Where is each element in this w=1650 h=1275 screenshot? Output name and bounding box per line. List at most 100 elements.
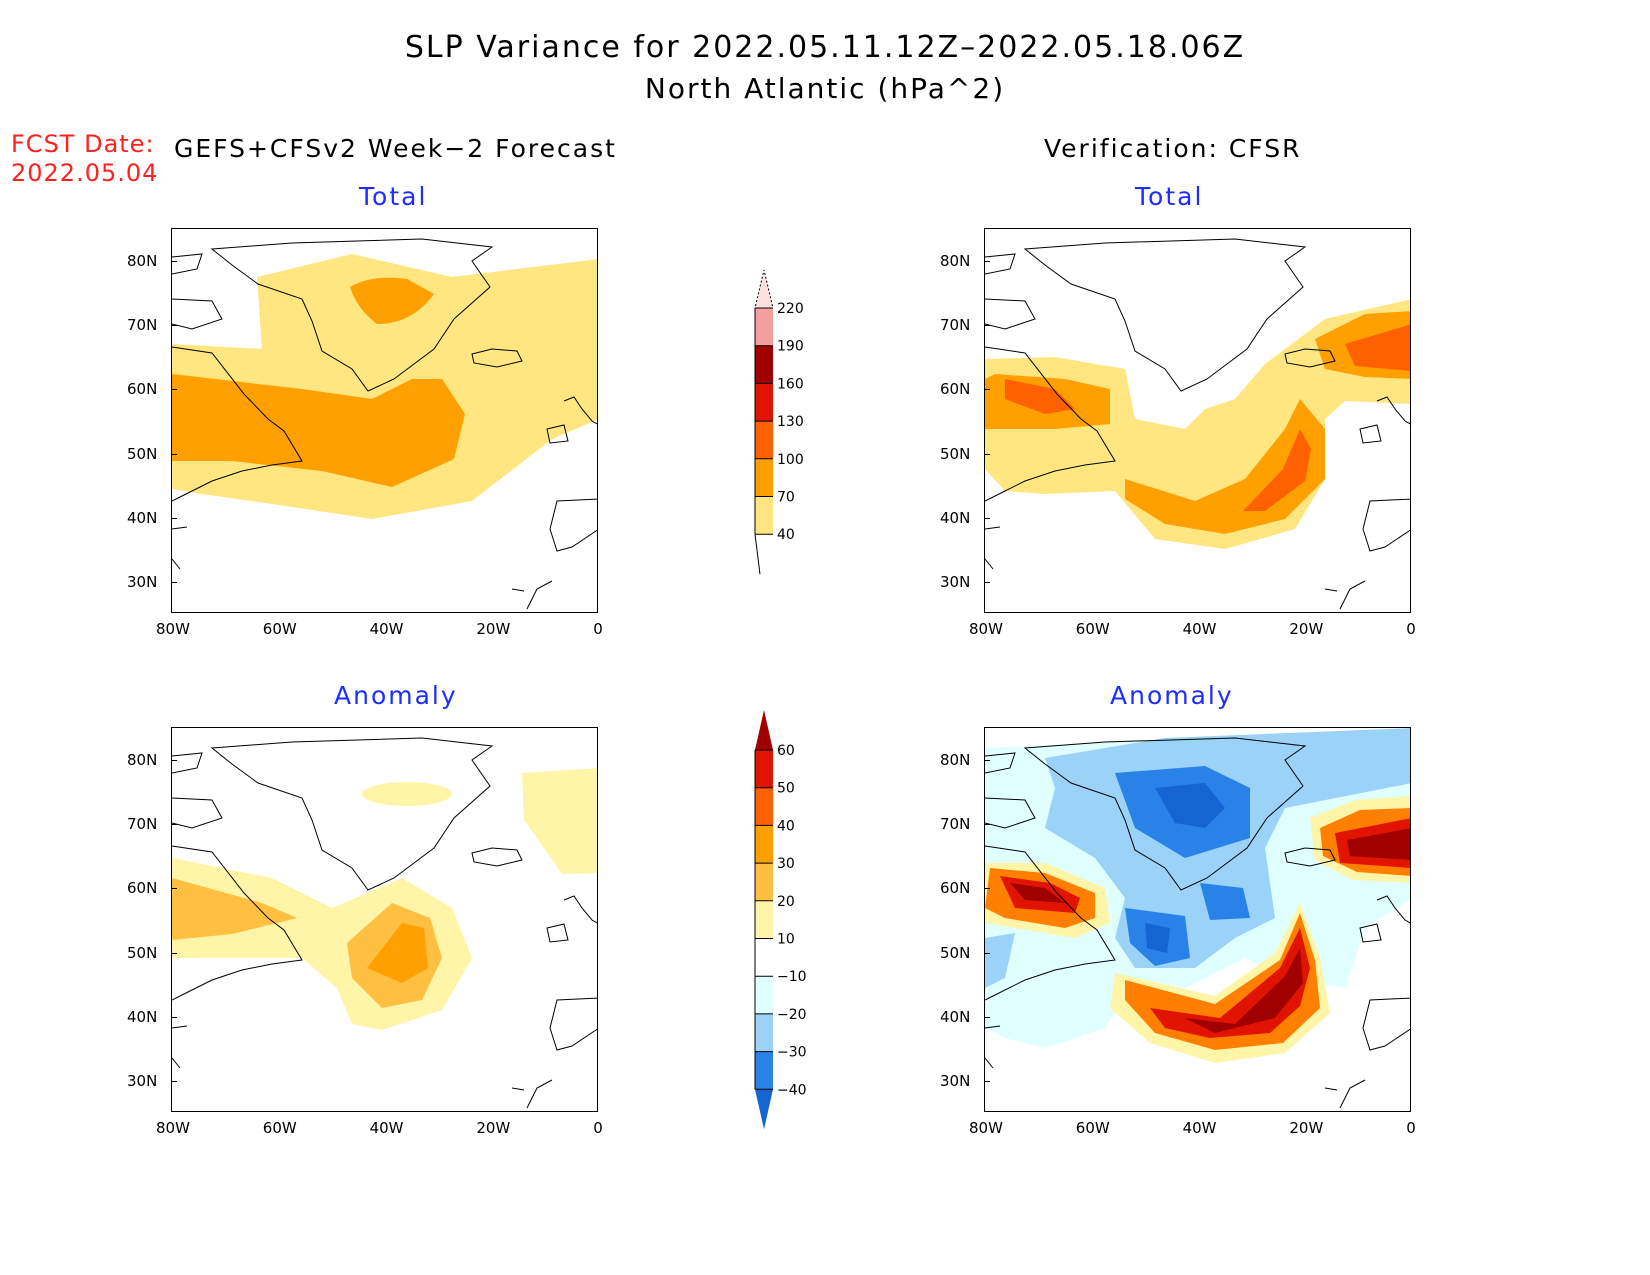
lat-tick-label: 60N [127, 380, 158, 399]
colorbar-extension-bottom [754, 534, 761, 575]
lon-tick-label: 40W [1182, 620, 1217, 638]
lon-tick-label: 40W [1182, 1119, 1217, 1137]
lat-tick-mark [171, 453, 177, 455]
lat-tick-mark [171, 888, 177, 890]
colorbar-label: 100 [777, 452, 804, 468]
lat-tick-label: 70N [940, 815, 971, 834]
coastlines [985, 737, 1410, 1109]
lat-tick-label: 80N [940, 252, 971, 270]
lat-tick-mark [984, 888, 990, 890]
lon-tick-label: 40W [369, 1119, 404, 1137]
colorbar-swatch [755, 383, 773, 422]
lat-tick-label: 70N [127, 316, 158, 335]
colorbar-swatch [755, 938, 773, 977]
colorbar-swatch [755, 496, 773, 535]
lat-tick-mark [984, 824, 990, 826]
coastlines [172, 737, 597, 1109]
lon-tick-label: 80W [969, 1119, 1003, 1137]
forecast-anomaly-title: Anomaly [334, 681, 458, 710]
lon-tick-label: 0 [593, 620, 603, 638]
lat-tick-mark [171, 1081, 177, 1082]
colorbar-label: 20 [777, 894, 795, 910]
coastlines [985, 238, 1410, 610]
map-forecast-anomaly [171, 727, 598, 1112]
lon-tick-label: 80W [156, 1119, 190, 1137]
colorbar-swatch [755, 750, 773, 788]
contour-20-30 [172, 878, 442, 1008]
colorbar-total: 220 190 160 130 100 70 40 [754, 269, 804, 575]
colorbar-swatch [755, 421, 773, 459]
lat-tick-label: 40N [940, 1007, 971, 1026]
lat-tick-label: 70N [127, 815, 158, 834]
contour-below-neg40 [1145, 783, 1225, 953]
lon-tick-label: 40W [369, 620, 404, 638]
lat-tick-mark [984, 760, 990, 761]
lat-tick-mark [171, 952, 177, 954]
lon-tick-label: 60W [262, 1119, 297, 1137]
colorbar-label: −20 [777, 1007, 807, 1023]
lat-tick-mark [171, 582, 177, 583]
colorbar-swatch [755, 787, 773, 826]
lon-tick-label: 20W [1289, 620, 1324, 638]
colorbar-label: 220 [777, 301, 804, 317]
colorbar-swatch [755, 825, 773, 864]
lat-tick-label: 70N [940, 316, 971, 335]
colorbar-extension-top [754, 269, 774, 309]
lat-tick-label: 40N [127, 1007, 158, 1026]
lat-tick-label: 50N [940, 943, 971, 962]
contour-10-20 [522, 768, 597, 874]
lat-tick-mark [984, 261, 990, 262]
lat-tick-label: 30N [127, 573, 158, 591]
lon-tick-label: 20W [476, 620, 511, 638]
verification-column-title: Verification: CFSR [1044, 134, 1302, 163]
colorbar-label: −30 [777, 1045, 807, 1061]
colorbar-label: −40 [777, 1082, 807, 1098]
lat-tick-label: 80N [127, 751, 158, 769]
colorbar-swatch [755, 863, 773, 901]
figure-title: SLP Variance for 2022.05.11.12Z–2022.05.… [404, 30, 1246, 65]
lon-tick-label: 0 [593, 1119, 603, 1137]
forecast-total-title: Total [359, 182, 428, 211]
fcst-date-label: FCST Date: [11, 130, 155, 158]
lat-tick-mark [171, 325, 177, 327]
colorbar-label: 60 [777, 743, 795, 759]
lat-tick-mark [984, 517, 990, 519]
verification-total-title: Total [1135, 182, 1204, 211]
lon-tick-label: 0 [1406, 620, 1416, 638]
lat-tick-label: 80N [127, 252, 158, 270]
lat-tick-label: 50N [940, 444, 971, 463]
contour-above-60 [1010, 828, 1410, 1033]
map-verification-anomaly [984, 727, 1411, 1112]
lon-tick-label: 80W [969, 620, 1003, 638]
lon-tick-label: 60W [1075, 620, 1110, 638]
colorbar-label: 70 [777, 490, 795, 506]
lat-tick-mark [171, 517, 177, 519]
lat-tick-mark [984, 453, 990, 455]
lon-tick-label: 80W [156, 620, 190, 638]
contour-30-40 [367, 923, 428, 983]
map-forecast-total [171, 228, 598, 613]
contour-70-100 [350, 277, 434, 324]
lat-tick-mark [984, 389, 990, 391]
colorbar-swatch [755, 900, 773, 939]
lat-tick-mark [984, 1016, 990, 1018]
lat-tick-mark [171, 261, 177, 262]
colorbar-label: 40 [777, 527, 795, 543]
lat-tick-label: 30N [940, 573, 971, 591]
lat-tick-label: 50N [127, 444, 158, 463]
lat-tick-mark [984, 325, 990, 327]
colorbar-swatch [755, 976, 773, 1014]
colorbar-label: 160 [777, 376, 804, 392]
lat-tick-label: 40N [940, 508, 971, 527]
lon-tick-label: 20W [1289, 1119, 1324, 1137]
lat-tick-label: 80N [940, 751, 971, 769]
lat-tick-mark [984, 582, 990, 583]
lat-tick-mark [984, 952, 990, 954]
lat-tick-mark [171, 389, 177, 391]
colorbar-label: 130 [777, 414, 804, 430]
verification-anomaly-title: Anomaly [1110, 681, 1234, 710]
colorbar-label: 10 [777, 932, 795, 948]
coastline-path [985, 238, 1410, 610]
lat-tick-label: 60N [127, 879, 158, 898]
lat-tick-label: 30N [127, 1072, 158, 1090]
